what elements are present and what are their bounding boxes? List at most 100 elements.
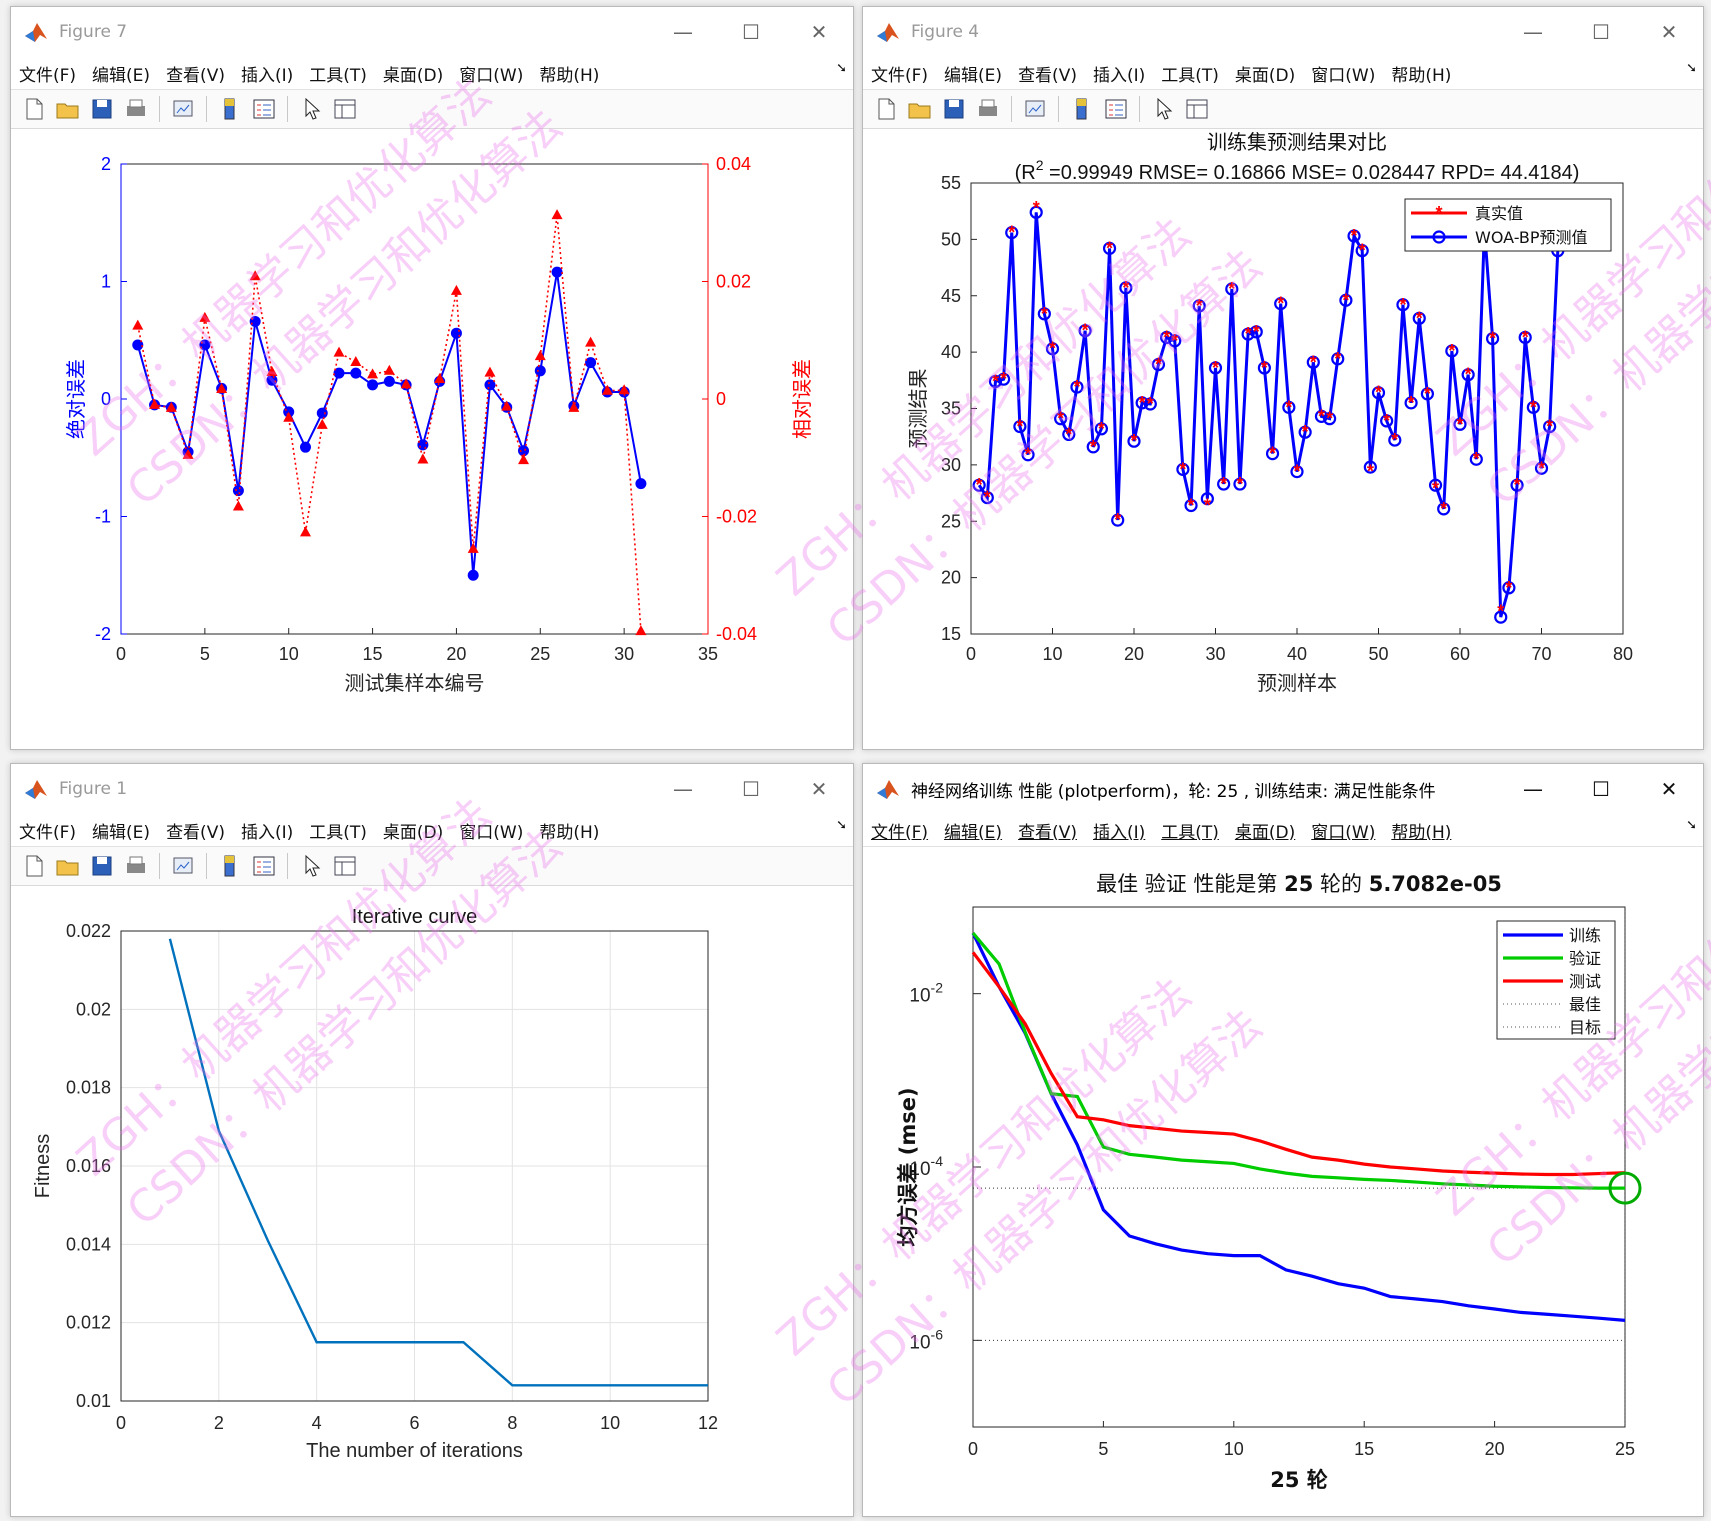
minimize-button[interactable]: — (1523, 777, 1543, 801)
menu-overflow-icon[interactable]: ➘ (836, 818, 847, 833)
close-button[interactable]: ✕ (810, 777, 828, 801)
y-tick-label: 0.022 (66, 921, 111, 941)
menu-overflow-icon[interactable]: ➘ (1686, 818, 1697, 833)
link-plot-icon[interactable] (1021, 95, 1049, 123)
maximize-button[interactable]: ☐ (742, 777, 760, 801)
legend-icon[interactable] (250, 852, 278, 880)
property-inspector-icon[interactable] (1183, 95, 1211, 123)
menu-file[interactable]: 文件(F) (19, 822, 77, 843)
menu-desktop[interactable]: 桌面(D) (382, 65, 444, 86)
minimize-button[interactable]: — (673, 777, 693, 801)
menu-window[interactable]: 窗口(W) (459, 65, 524, 86)
new-file-icon[interactable] (20, 852, 48, 880)
menu-insert[interactable]: 插入(I) (1092, 65, 1146, 86)
pointer-icon[interactable] (1149, 95, 1177, 123)
data-point-prediction (1323, 412, 1337, 426)
link-plot-icon[interactable] (169, 95, 197, 123)
window-title: Figure 1 (59, 779, 128, 799)
menu-window[interactable]: 窗口(W) (1311, 822, 1376, 843)
y-axis-label-left: 绝对误差 (64, 359, 88, 439)
pointer-icon[interactable] (297, 95, 325, 123)
minimize-button[interactable]: — (673, 20, 693, 44)
menu-insert[interactable]: 插入(I) (1092, 822, 1146, 843)
save-icon[interactable] (88, 852, 116, 880)
menu-edit[interactable]: 编辑(E) (944, 822, 1003, 843)
close-button[interactable]: ✕ (1660, 20, 1678, 44)
open-folder-icon[interactable] (54, 95, 82, 123)
minimize-button[interactable]: — (1523, 20, 1543, 44)
titlebar[interactable]: Figure 1 — ☐ ✕ (11, 764, 853, 814)
menu-desktop[interactable]: 桌面(D) (382, 822, 444, 843)
menu-insert[interactable]: 插入(I) (240, 65, 294, 86)
open-folder-icon[interactable] (54, 852, 82, 880)
menu-tools[interactable]: 工具(T) (309, 822, 367, 843)
menu-edit[interactable]: 编辑(E) (944, 65, 1003, 86)
print-icon[interactable] (974, 95, 1002, 123)
menu-window[interactable]: 窗口(W) (1311, 65, 1376, 86)
save-icon[interactable] (940, 95, 968, 123)
colorbar-icon[interactable] (1068, 95, 1096, 123)
menu-overflow-icon[interactable]: ➘ (1686, 61, 1697, 76)
menu-help[interactable]: 帮助(H) (539, 65, 600, 86)
link-plot-icon[interactable] (169, 852, 197, 880)
y-tick-label-right: 0.04 (716, 154, 751, 174)
data-point-prediction (1437, 502, 1451, 516)
close-button[interactable]: ✕ (810, 20, 828, 44)
legend-icon[interactable] (250, 95, 278, 123)
menu-edit[interactable]: 编辑(E) (92, 822, 151, 843)
colorbar-icon[interactable] (216, 852, 244, 880)
maximize-button[interactable]: ☐ (742, 20, 760, 44)
menu-insert[interactable]: 插入(I) (240, 822, 294, 843)
menu-file[interactable]: 文件(F) (871, 65, 929, 86)
property-inspector-icon[interactable] (331, 95, 359, 123)
print-icon[interactable] (122, 95, 150, 123)
window-figure-7[interactable]: Figure 7 — ☐ ✕ 文件(F) 编辑(E) 查看(V) 插入(I) 工… (10, 6, 854, 750)
menu-desktop[interactable]: 桌面(D) (1234, 822, 1296, 843)
data-point-actual: * (1334, 349, 1341, 369)
window-plotperform[interactable]: 神经网络训练 性能 (plotperform)，轮: 25 , 训练结束: 满足… (862, 763, 1704, 1517)
y-tick-label: 0.018 (66, 1078, 111, 1098)
print-icon[interactable] (122, 852, 150, 880)
menu-help[interactable]: 帮助(H) (539, 822, 600, 843)
menu-tools[interactable]: 工具(T) (309, 65, 367, 86)
menu-tools[interactable]: 工具(T) (1161, 65, 1219, 86)
menu-view[interactable]: 查看(V) (166, 822, 225, 843)
data-point-right (350, 355, 362, 366)
window-figure-4[interactable]: Figure 4 — ☐ ✕ 文件(F) 编辑(E) 查看(V) 插入(I) 工… (862, 6, 1704, 750)
matlab-icon (25, 780, 47, 799)
data-point-actual: * (1179, 459, 1186, 479)
menu-desktop[interactable]: 桌面(D) (1234, 65, 1296, 86)
maximize-button[interactable]: ☐ (1592, 777, 1610, 801)
pointer-icon[interactable] (297, 852, 325, 880)
menu-view[interactable]: 查看(V) (1018, 65, 1077, 86)
menu-window[interactable]: 窗口(W) (459, 822, 524, 843)
legend-icon[interactable] (1102, 95, 1130, 123)
open-folder-icon[interactable] (906, 95, 934, 123)
window-figure-1[interactable]: Figure 1 — ☐ ✕ 文件(F) 编辑(E) 查看(V) 插入(I) 工… (10, 763, 854, 1517)
save-icon[interactable] (88, 95, 116, 123)
menu-help[interactable]: 帮助(H) (1391, 822, 1452, 843)
menu-help[interactable]: 帮助(H) (1391, 65, 1452, 86)
data-point-prediction (1151, 357, 1166, 372)
menu-edit[interactable]: 编辑(E) (92, 65, 151, 86)
titlebar[interactable]: Figure 4 — ☐ ✕ (863, 7, 1703, 57)
menu-overflow-icon[interactable]: ➘ (836, 61, 847, 76)
maximize-button[interactable]: ☐ (1592, 20, 1610, 44)
new-file-icon[interactable] (872, 95, 900, 123)
menu-bar: 文件(F) 编辑(E) 查看(V) 插入(I) 工具(T) 桌面(D) 窗口(W… (11, 57, 853, 90)
new-file-icon[interactable] (20, 95, 48, 123)
close-button[interactable]: ✕ (1660, 777, 1678, 801)
property-inspector-icon[interactable] (331, 852, 359, 880)
data-point-actual: * (1383, 411, 1390, 431)
menu-file[interactable]: 文件(F) (19, 65, 77, 86)
series-line-训练 (971, 932, 1626, 1322)
data-point-left (551, 266, 563, 278)
y-tick-label: 0.01 (76, 1391, 111, 1411)
menu-view[interactable]: 查看(V) (1018, 822, 1077, 843)
menu-tools[interactable]: 工具(T) (1161, 822, 1219, 843)
menu-view[interactable]: 查看(V) (166, 65, 225, 86)
menu-file[interactable]: 文件(F) (871, 822, 929, 843)
colorbar-icon[interactable] (216, 95, 244, 123)
titlebar[interactable]: 神经网络训练 性能 (plotperform)，轮: 25 , 训练结束: 满足… (863, 764, 1703, 814)
titlebar[interactable]: Figure 7 — ☐ ✕ (11, 7, 853, 57)
